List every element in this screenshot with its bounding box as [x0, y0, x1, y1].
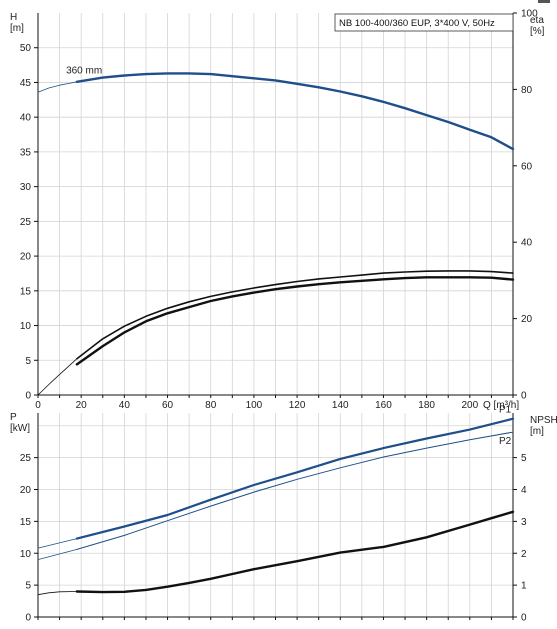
x-tick-label: 80	[205, 400, 217, 411]
y-tick-label: 40	[20, 113, 32, 124]
y-tick-label: 25	[20, 453, 32, 464]
y-right-tick-label: 2	[521, 549, 527, 560]
series-line-eta-b	[75, 276, 515, 366]
y-right-tick-label: 1	[521, 581, 527, 592]
y-tick-label: 15	[20, 286, 32, 297]
y-right-axis-label-line-2: [%]	[530, 26, 545, 37]
y-tick-label: 35	[20, 147, 32, 158]
series-line-npsh	[75, 510, 515, 594]
y-tick-label: 0	[25, 613, 31, 624]
y-tick-label: 20	[20, 252, 32, 263]
y-right-tick-label: 20	[521, 314, 533, 325]
y-right-axis-label: NPSH	[530, 415, 557, 426]
series-line-eta-a	[76, 270, 514, 360]
y-tick-label: 30	[20, 182, 32, 193]
y-right-tick-label: 0	[521, 613, 527, 624]
x-axis-label: Q [m³/h]	[483, 400, 519, 411]
x-tick-label: 140	[332, 400, 349, 411]
top-panel: 0 5 10 15 20 25 30 35 40 45 50 0 20 40 60 80 100 0 20 40 60 8…	[10, 9, 545, 412]
series-line-npsh-extension	[37, 591, 78, 596]
y-right-tick-label: 60	[521, 161, 533, 172]
window-corner-mark	[538, 0, 550, 3]
y-tick-label: 15	[20, 517, 32, 528]
x-tick-label: 40	[119, 400, 131, 411]
y-tick-label: 25	[20, 217, 32, 228]
y-right-tick-label: 0	[521, 391, 527, 402]
y-tick-label: 0	[25, 391, 31, 402]
y-tick-label: 45	[20, 78, 32, 89]
x-tick-label: 0	[35, 400, 41, 411]
x-tick-label: 160	[375, 400, 392, 411]
y-tick-label: 5	[25, 581, 31, 592]
x-tick-label: 60	[162, 400, 174, 411]
series-line-p2	[76, 431, 514, 550]
y-right-tick-label: 100	[521, 9, 538, 20]
curve-annotation: 360 mm	[66, 65, 102, 76]
title-box	[334, 13, 514, 32]
x-tick-label: 100	[246, 400, 263, 411]
y-tick-label: 10	[20, 321, 32, 332]
series-line-p1	[75, 417, 515, 540]
x-tick-label: 180	[418, 400, 435, 411]
y-axis-label: H	[10, 12, 17, 23]
y-tick-label: 10	[20, 549, 32, 560]
x-tick-label: 20	[76, 400, 88, 411]
y-right-tick-label: 3	[521, 517, 527, 528]
series-line-p1-extension	[37, 538, 78, 549]
series-label-p2: P2	[499, 436, 512, 447]
y-right-axis-label-line-2: [m]	[530, 426, 544, 437]
series-line-p2-extension	[37, 549, 78, 560]
y-right-tick-label: 5	[521, 453, 527, 464]
x-tick-label: 200	[461, 400, 478, 411]
series-line-h-extension	[37, 81, 78, 93]
series-label-p1: P1	[499, 405, 512, 416]
y-axis-label-line-2: [kW]	[10, 423, 30, 434]
y-tick-label: 5	[25, 356, 31, 367]
y-tick-label: 50	[20, 43, 32, 54]
y-right-tick-label: 40	[521, 238, 533, 249]
x-tick-label: 120	[289, 400, 306, 411]
y-right-tick-label: 80	[521, 85, 533, 96]
series-line-eta-extension	[37, 358, 78, 396]
y-right-tick-label: 4	[521, 485, 527, 496]
chart-title: NB 100-400/360 EUP, 3*400 V, 50Hz	[339, 18, 495, 29]
y-axis-label: P	[10, 412, 17, 423]
bottom-panel: 0 5 10 15 20 25 0 1 2 3 4 5 P[kW] NPSH[m] P1 P2	[10, 405, 557, 624]
y-tick-label: 20	[20, 485, 32, 496]
y-axis-label-line-2: [m]	[10, 23, 24, 34]
y-right-axis-label: eta	[530, 15, 544, 26]
series-line-h	[75, 72, 515, 151]
